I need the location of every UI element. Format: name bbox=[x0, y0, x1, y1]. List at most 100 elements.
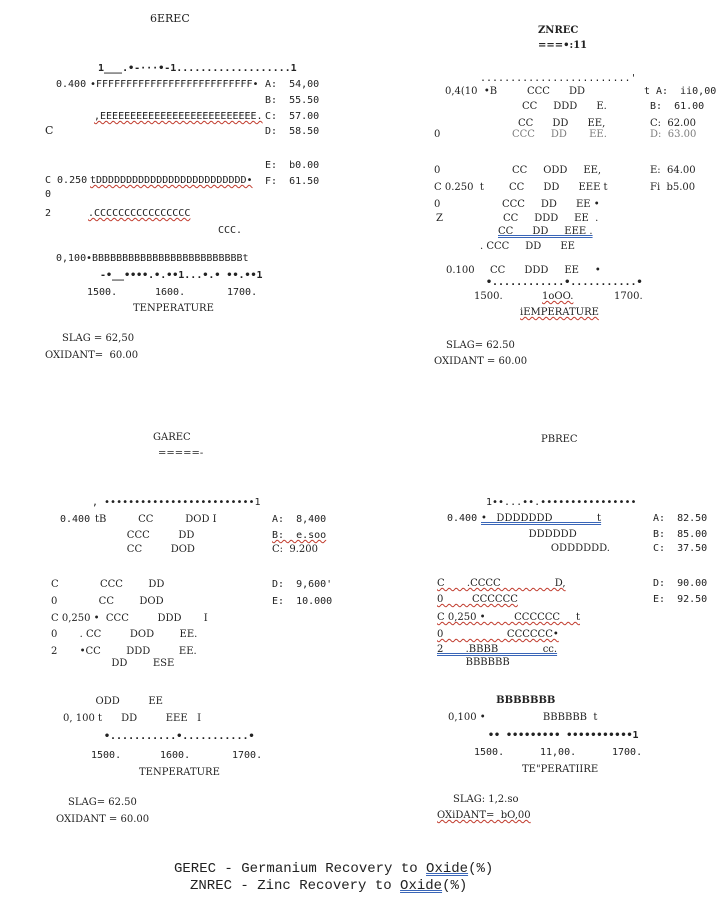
garec-slag: SLAG= 62.50 bbox=[68, 797, 137, 808]
pbrec-x-tick-1500: 1500. bbox=[474, 747, 505, 758]
garec-oxidant: OXIDANT = 60.00 bbox=[56, 814, 150, 825]
znrec-row-9: CC DD EEE . bbox=[498, 226, 593, 237]
gerec-x-tick-1700: 1700. bbox=[227, 287, 258, 298]
znrec-top-axis: .........................' bbox=[480, 73, 637, 84]
znrec-legend-e: E: 64.00 bbox=[650, 165, 696, 176]
znrec-row-10: . CCC DD EE bbox=[480, 241, 575, 252]
pbrec-row-11: 0,100 • BBBBBB t bbox=[448, 712, 598, 723]
pbrec-legend-e: E: 92.50 bbox=[653, 594, 708, 605]
pbrec-row-2: DDDDDD bbox=[500, 529, 577, 540]
gerec-legend-b: B: 55.50 bbox=[265, 95, 320, 106]
gerec-legend-a: A: 54,00 bbox=[265, 79, 320, 90]
znrec-x-tick-1600: 1oOO. bbox=[542, 291, 574, 302]
gerec-y-label-250: C 0.250 bbox=[45, 175, 88, 186]
pbrec-row-9: BBBBBB bbox=[437, 657, 510, 668]
garec-legend-d: D: 9,600' bbox=[272, 579, 333, 590]
gerec-row-e: ,EEEEEEEEEEEEEEEEEEEEEEEEEE. bbox=[94, 111, 263, 122]
pbrec-x-tick-1600: 11,00. bbox=[540, 747, 577, 758]
garec-y-label-400: 0.400 bbox=[60, 514, 91, 525]
znrec-row-2: CC DDD E. bbox=[522, 101, 607, 112]
gerec-legend-c: C: 57.00 bbox=[265, 111, 320, 122]
garec-row-10: ODD EE bbox=[51, 696, 163, 707]
caption-znrec-oxide: Oxide bbox=[400, 878, 443, 894]
garec-row-7: 0 . CC DOD EE. bbox=[51, 629, 198, 640]
znrec-row-7: CCC DD EE • bbox=[502, 199, 600, 210]
garec-x-tick-1700: 1700. bbox=[232, 750, 263, 761]
znrec-legend-d: D: 63.00 bbox=[650, 129, 697, 140]
gerec-y-label-100: 0,100 bbox=[56, 253, 87, 264]
gerec-row-b: •BBBBBBBBBBBBBBBBBBBBBBBBBt bbox=[86, 253, 249, 264]
gerec-left-2: 2 bbox=[45, 208, 52, 219]
znrec-row-11: CC DDD EE • bbox=[490, 265, 601, 276]
pbrec-row-3: ODDDDDD. bbox=[500, 543, 610, 554]
caption-znrec-unit: (%) bbox=[442, 878, 468, 894]
pbrec-oxidant: OXiDANT= bO,00 bbox=[437, 810, 531, 821]
pbrec-legend-d: D: 90.00 bbox=[653, 578, 708, 589]
pbrec-title: PBREC bbox=[541, 434, 578, 445]
garec-row-6: C 0,250 • CCC DDD I bbox=[51, 613, 208, 624]
znrec-row-4: CCC DD EE. bbox=[512, 129, 607, 140]
pbrec-bottom-axis: •• ••••••••• •••••••••••1 bbox=[488, 730, 639, 741]
znrec-bottom-axis: •............•...........• bbox=[486, 277, 643, 288]
pbrec-legend-a: A: 82.50 bbox=[653, 513, 708, 524]
caption-gerec-text: GEREC - Germanium Recovery to bbox=[174, 861, 427, 877]
pbrec-y-label-400: 0.400 bbox=[447, 513, 478, 524]
gerec-oxidant: OXIDANT= 60.00 bbox=[45, 350, 139, 361]
caption-znrec: ZNREC - Zinc Recovery to Oxide(%) bbox=[190, 878, 467, 894]
garec-legend-a: A: 8,400 bbox=[272, 514, 327, 525]
pbrec-row-6: C 0,250 • CCCCCC t bbox=[437, 612, 580, 623]
znrec-left-z: Z bbox=[436, 213, 443, 224]
gerec-slag: SLAG = 62,50 bbox=[62, 333, 135, 344]
gerec-bottom-axis: -•__••••.•.••1...•.• ••.••1 bbox=[100, 270, 263, 281]
garec-top-axis: , •••••••••••••••••••••••••1 bbox=[92, 497, 261, 508]
znrec-x-tick-1500: 1500. bbox=[474, 291, 503, 302]
pbrec-row-10: BBBBBBB bbox=[437, 695, 556, 706]
pbrec-row-7: 0 CCCCCC• bbox=[437, 629, 559, 640]
pbrec-row-5: 0 CCCCCC bbox=[437, 594, 518, 605]
gerec-legend-f: F: 61.50 bbox=[265, 176, 320, 187]
znrec-row-5: CC ODD EE, bbox=[512, 165, 602, 176]
gerec-top-axis: 1___.•-···•-1...................1 bbox=[98, 63, 297, 74]
caption-gerec-oxide: Oxide bbox=[426, 861, 469, 877]
garec-row-2: CCC DD bbox=[95, 530, 195, 541]
pbrec-legend-c: C: 37.50 bbox=[653, 543, 708, 554]
gerec-legend-d: D: 58.50 bbox=[265, 126, 320, 137]
gerec-row-c: .CCCCCCCCCCCCCCCC bbox=[88, 208, 191, 219]
znrec-row-3: CC DD EE, bbox=[518, 118, 606, 129]
gerec-legend-e: E: b0.00 bbox=[265, 160, 320, 171]
pbrec-row-8: 2 .BBBB cc. bbox=[437, 644, 558, 655]
garec-title: GAREC bbox=[153, 432, 191, 443]
znrec-left-0c: 0 bbox=[434, 199, 441, 210]
znrec-x-tick-1700: 1700. bbox=[614, 291, 643, 302]
znrec-y-label-400: 0,4(10 •B bbox=[445, 86, 498, 97]
gerec-title: 6EREC bbox=[150, 12, 190, 25]
garec-row-9: DD ESE bbox=[51, 658, 175, 669]
gerec-x-tick-1500: 1500. bbox=[87, 287, 118, 298]
znrec-subtitle: ===•:11 bbox=[538, 40, 588, 51]
znrec-slag: SLAG= 62.50 bbox=[446, 340, 515, 351]
garec-legend-c: C: 9.200 bbox=[272, 544, 319, 555]
caption-gerec: GEREC - Germanium Recovery to Oxide(%) bbox=[174, 861, 493, 877]
garec-x-tick-1600: 1600. bbox=[160, 750, 191, 761]
znrec-legend-b: B: 61.00 bbox=[650, 101, 705, 112]
garec-row-1: tB CC DOD I bbox=[95, 514, 217, 525]
garec-x-tick-1500: 1500. bbox=[91, 750, 122, 761]
gerec-x-tick-1600: 1600. bbox=[155, 287, 186, 298]
garec-x-label: TENPERATURE bbox=[139, 767, 220, 778]
garec-row-8: 2 •CC DDD EE. bbox=[51, 646, 197, 657]
znrec-row-1: CCC DD bbox=[527, 86, 586, 97]
pbrec-legend-b: B: 85.00 bbox=[653, 529, 708, 540]
garec-row-4: C CCC DD bbox=[51, 579, 165, 590]
znrec-x-label: iEMPERATURE bbox=[520, 307, 599, 318]
pbrec-slag: SLAG: 1,2.so bbox=[453, 794, 519, 805]
znrec-left-0a: 0 bbox=[434, 165, 441, 176]
pbrec-x-label: TE"PERATIIRE bbox=[522, 764, 599, 775]
garec-row-5: 0 CC DOD bbox=[51, 596, 164, 607]
znrec-row-8: CC DDD EE . bbox=[503, 213, 599, 224]
garec-row-3: CC DOD bbox=[95, 544, 195, 555]
znrec-row-6: CC DD EEE t bbox=[509, 182, 608, 193]
znrec-oxidant: OXIDANT = 60.00 bbox=[434, 356, 528, 367]
pbrec-x-tick-1700: 1700. bbox=[612, 747, 643, 758]
garec-bottom-axis: •...........•...........• bbox=[104, 731, 255, 742]
znrec-y-label-250: C 0.250 t bbox=[434, 182, 484, 193]
